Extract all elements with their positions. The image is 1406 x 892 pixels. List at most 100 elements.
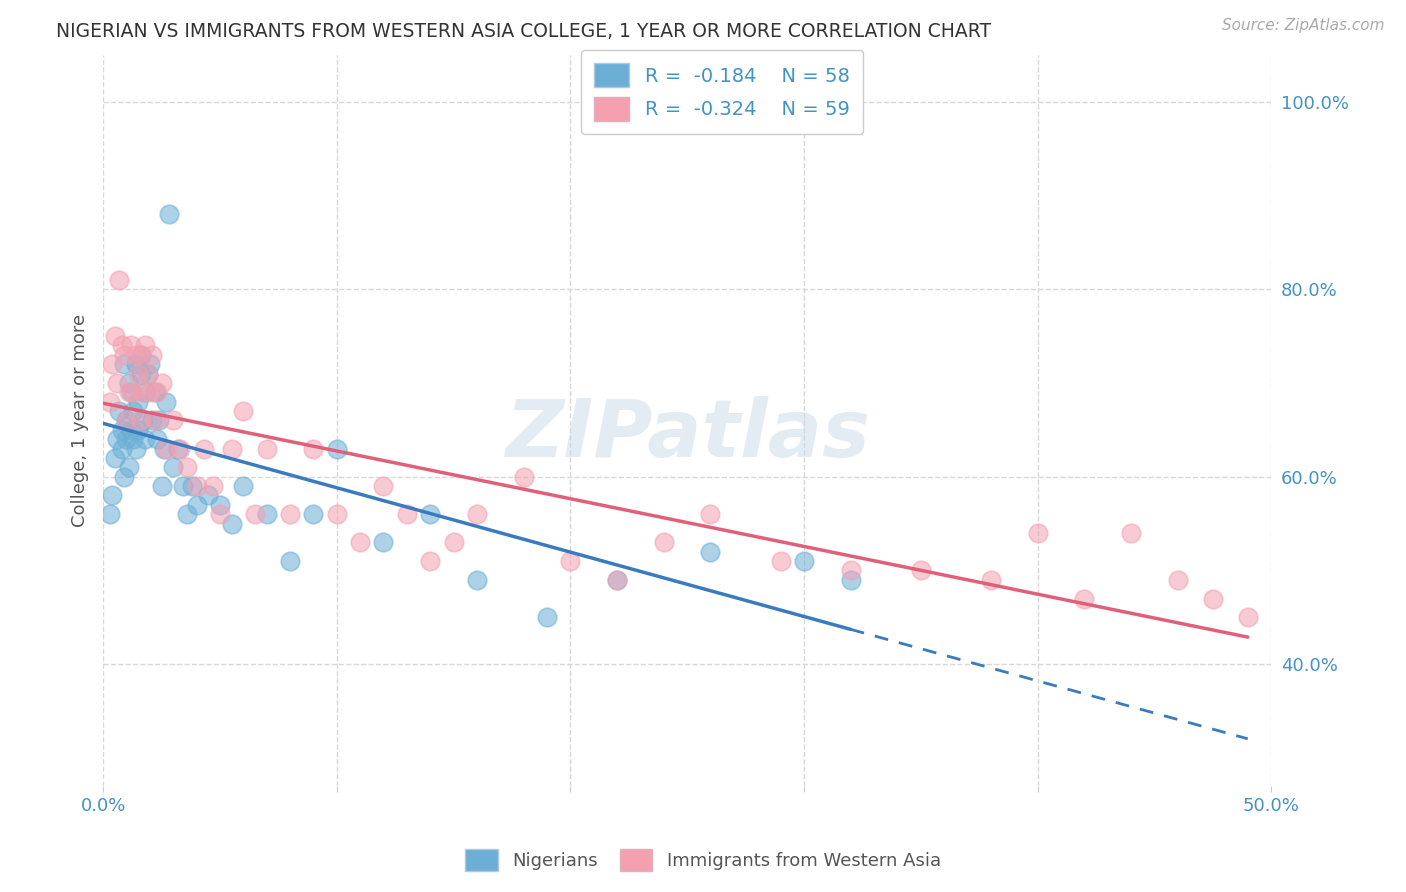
- Point: [465, 507, 488, 521]
- Point: [232, 404, 254, 418]
- Point: [167, 442, 190, 456]
- Text: NIGERIAN VS IMMIGRANTS FROM WESTERN ASIA COLLEGE, 1 YEAR OR MORE CORRELATION CHA: NIGERIAN VS IMMIGRANTS FROM WESTERN ASIA…: [56, 22, 991, 41]
- Point: [176, 460, 198, 475]
- Point: [193, 442, 215, 456]
- Point: [395, 507, 418, 521]
- Legend: R =  -0.184    N = 58, R =  -0.324    N = 59: R = -0.184 N = 58, R = -0.324 N = 59: [581, 50, 863, 134]
- Point: [136, 367, 159, 381]
- Point: [127, 394, 149, 409]
- Point: [155, 394, 177, 409]
- Point: [141, 348, 163, 362]
- Point: [132, 413, 155, 427]
- Point: [112, 357, 135, 371]
- Point: [127, 423, 149, 437]
- Point: [139, 357, 162, 371]
- Point: [146, 385, 169, 400]
- Point: [104, 329, 127, 343]
- Point: [125, 348, 148, 362]
- Point: [115, 432, 138, 446]
- Point: [134, 432, 156, 446]
- Point: [180, 479, 202, 493]
- Point: [125, 442, 148, 456]
- Text: ZIPatlas: ZIPatlas: [505, 396, 870, 474]
- Point: [1167, 573, 1189, 587]
- Point: [302, 507, 325, 521]
- Point: [108, 273, 131, 287]
- Point: [115, 413, 138, 427]
- Point: [256, 442, 278, 456]
- Point: [122, 404, 145, 418]
- Point: [111, 423, 134, 437]
- Point: [221, 442, 243, 456]
- Point: [120, 423, 142, 437]
- Point: [120, 338, 142, 352]
- Point: [699, 545, 721, 559]
- Point: [325, 442, 347, 456]
- Point: [208, 498, 231, 512]
- Point: [839, 564, 862, 578]
- Point: [112, 348, 135, 362]
- Point: [104, 450, 127, 465]
- Point: [98, 507, 121, 521]
- Point: [111, 338, 134, 352]
- Point: [125, 357, 148, 371]
- Point: [302, 442, 325, 456]
- Point: [122, 385, 145, 400]
- Point: [150, 479, 173, 493]
- Point: [172, 479, 194, 493]
- Point: [197, 488, 219, 502]
- Point: [129, 413, 152, 427]
- Point: [465, 573, 488, 587]
- Point: [373, 535, 395, 549]
- Point: [98, 394, 121, 409]
- Point: [129, 367, 152, 381]
- Y-axis label: College, 1 year or more: College, 1 year or more: [72, 314, 89, 527]
- Point: [208, 507, 231, 521]
- Point: [146, 432, 169, 446]
- Point: [793, 554, 815, 568]
- Point: [186, 498, 208, 512]
- Point: [143, 385, 166, 400]
- Point: [980, 573, 1002, 587]
- Point: [108, 404, 131, 418]
- Point: [652, 535, 675, 549]
- Point: [118, 460, 141, 475]
- Point: [101, 357, 124, 371]
- Point: [141, 413, 163, 427]
- Point: [105, 432, 128, 446]
- Point: [373, 479, 395, 493]
- Legend: Nigerians, Immigrants from Western Asia: Nigerians, Immigrants from Western Asia: [458, 842, 948, 879]
- Point: [1202, 591, 1225, 606]
- Point: [115, 413, 138, 427]
- Point: [201, 479, 224, 493]
- Point: [118, 376, 141, 390]
- Point: [129, 348, 152, 362]
- Point: [1119, 525, 1142, 540]
- Point: [256, 507, 278, 521]
- Point: [536, 610, 558, 624]
- Point: [134, 338, 156, 352]
- Point: [162, 413, 184, 427]
- Point: [910, 564, 932, 578]
- Point: [1073, 591, 1095, 606]
- Point: [111, 442, 134, 456]
- Point: [419, 554, 441, 568]
- Point: [105, 376, 128, 390]
- Point: [122, 432, 145, 446]
- Point: [325, 507, 347, 521]
- Point: [127, 367, 149, 381]
- Point: [243, 507, 266, 521]
- Point: [512, 469, 534, 483]
- Point: [278, 507, 301, 521]
- Point: [148, 413, 170, 427]
- Point: [349, 535, 371, 549]
- Point: [150, 376, 173, 390]
- Point: [176, 507, 198, 521]
- Point: [112, 469, 135, 483]
- Point: [839, 573, 862, 587]
- Point: [1236, 610, 1258, 624]
- Point: [120, 385, 142, 400]
- Point: [769, 554, 792, 568]
- Point: [153, 442, 176, 456]
- Point: [132, 385, 155, 400]
